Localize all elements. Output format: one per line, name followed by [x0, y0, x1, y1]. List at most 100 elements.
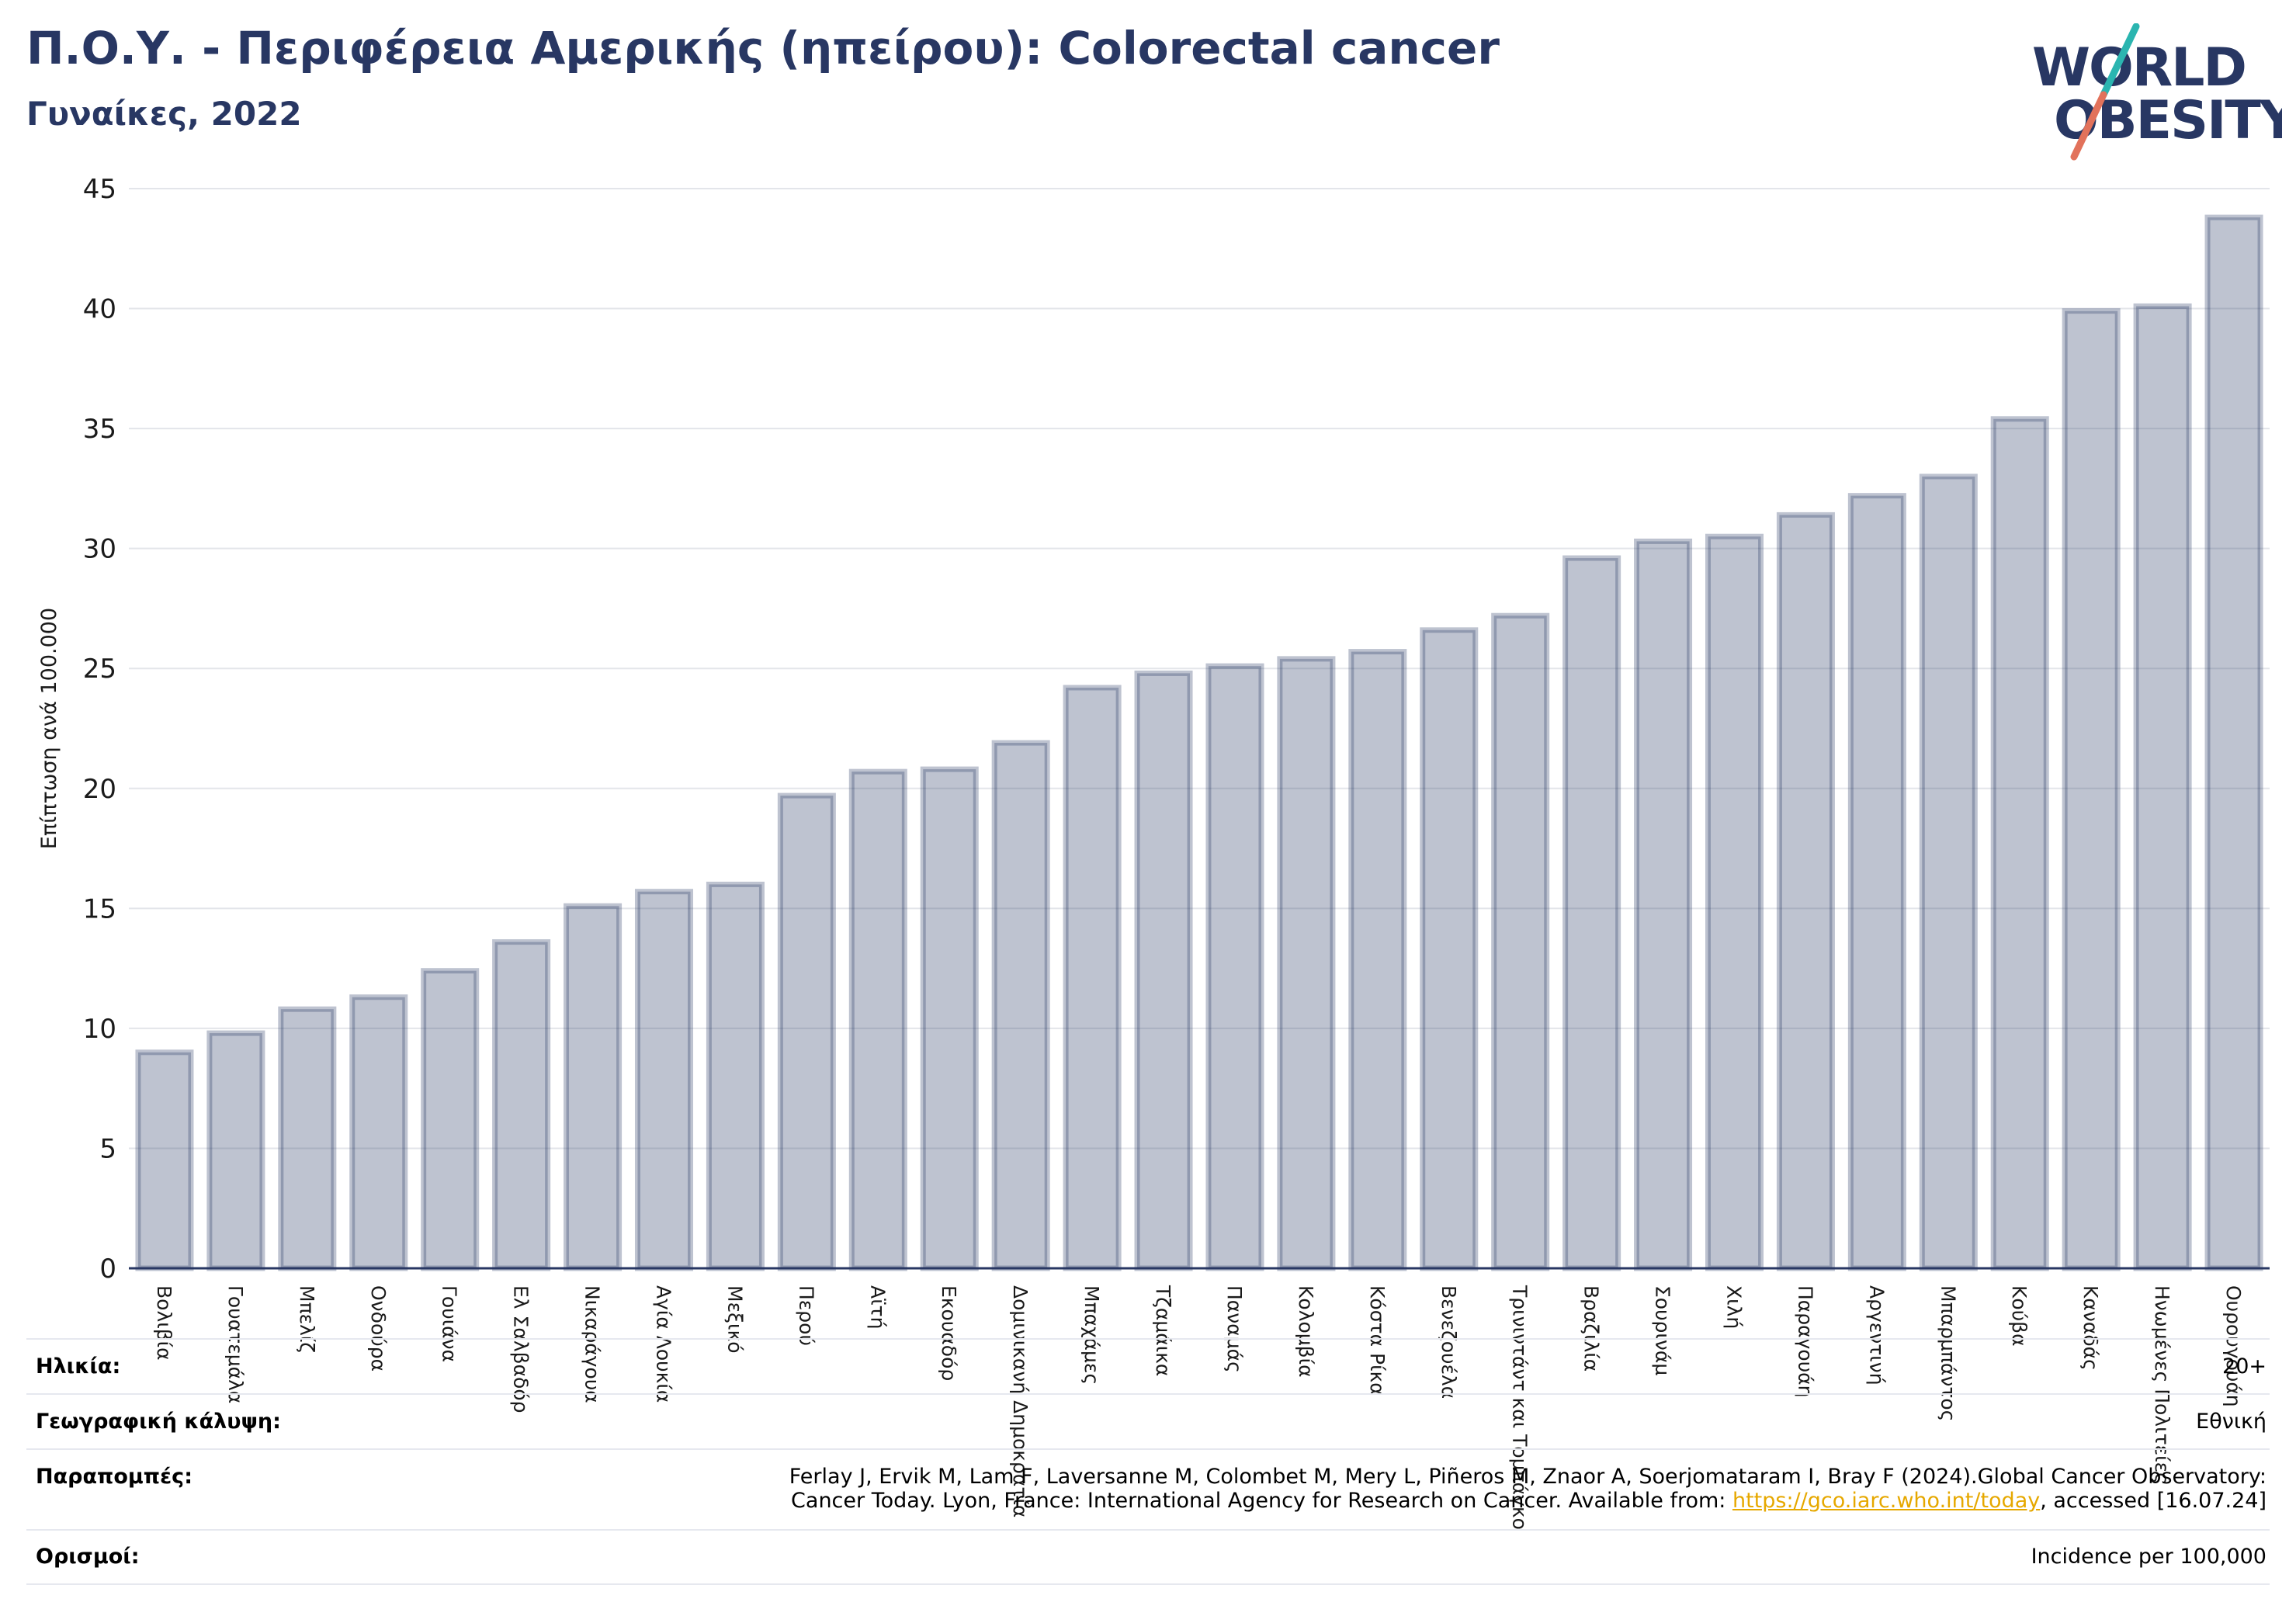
- bar: [135, 1049, 194, 1271]
- footer-divider: [26, 1448, 2270, 1450]
- bar: [777, 792, 836, 1271]
- x-tick-label: Γουιάνα: [439, 1285, 461, 1362]
- references-link[interactable]: https://gco.iarc.who.int/today: [1732, 1489, 2041, 1513]
- chart-title: Π.Ο.Υ. - Περιφέρεια Αμερικής (ηπείρου): …: [26, 22, 1500, 75]
- footer-divider: [26, 1393, 2270, 1395]
- y-tick-label: 20: [83, 774, 116, 805]
- coverage-value: Εθνική: [2196, 1410, 2267, 1434]
- bar: [1562, 555, 1621, 1271]
- footer-divider: [26, 1338, 2270, 1340]
- x-tick-label: Παραγουάη: [1794, 1285, 1816, 1398]
- references-text: Ferlay J, Ervik M, Lam F, Laversanne M, …: [789, 1465, 2267, 1513]
- x-tick-label: Βενεζουέλα: [1438, 1285, 1460, 1399]
- x-tick-label: Αγία Λουκία: [653, 1285, 675, 1403]
- bar: [1776, 512, 1835, 1271]
- references-accessed: , accessed [16.07.24]: [2040, 1489, 2267, 1513]
- x-tick-label: Αϊτή: [866, 1285, 889, 1329]
- bar: [1990, 416, 2049, 1271]
- coverage-label: Γεωγραφική κάλυψη:: [36, 1410, 281, 1434]
- x-tick-label: Νικαράγουα: [581, 1285, 604, 1403]
- bar: [206, 1030, 265, 1271]
- y-tick-label: 40: [83, 294, 116, 325]
- world-obesity-logo: WORLD OBESITY: [2032, 23, 2282, 161]
- x-tick-label: Μπαρμπάντος: [1937, 1285, 1959, 1421]
- x-tick-label: Χιλή: [1723, 1285, 1746, 1329]
- bar: [564, 903, 623, 1271]
- bar: [1634, 538, 1693, 1271]
- references-line-2: Cancer Today. Lyon, France: Internationa…: [789, 1489, 2267, 1513]
- bar: [2133, 303, 2192, 1271]
- x-tick-label: Κόστα Ρίκα: [1366, 1285, 1389, 1396]
- y-tick-label: 10: [83, 1014, 116, 1045]
- y-tick-label: 25: [83, 654, 116, 685]
- age-value: 20+: [2222, 1354, 2267, 1379]
- chart-subtitle: Γυναίκες, 2022: [26, 95, 302, 133]
- y-axis-label: Επίπτωση ανά 100.000: [37, 608, 61, 849]
- x-tick-label: Μπελίζ: [296, 1285, 318, 1353]
- bar: [1063, 685, 1122, 1271]
- definitions-value: Incidence per 100,000: [2031, 1545, 2267, 1569]
- x-tick-label: Τζαμάικα: [1152, 1285, 1174, 1376]
- x-tick-label: Ουρουγουάη: [2222, 1285, 2245, 1407]
- bar: [1491, 612, 1550, 1271]
- bar: [278, 1006, 337, 1271]
- bar: [2062, 308, 2121, 1271]
- x-tick-label: Δομινικανή Δημοκρατία: [1009, 1285, 1032, 1517]
- x-tick-label: Μπαχάμες: [1080, 1285, 1103, 1385]
- x-tick-label: Ελ Σαλβαδόρ: [510, 1285, 532, 1413]
- bar: [1277, 656, 1336, 1271]
- x-tick-label: Περού: [795, 1285, 817, 1346]
- references-line-1: Ferlay J, Ervik M, Lam F, Laversanne M, …: [789, 1465, 2267, 1489]
- x-tick-label: Ηνωμένες Πολιτείες: [2151, 1285, 2173, 1484]
- x-tick-label: Τρινιντάντ και Τομπάγκο: [1509, 1285, 1531, 1530]
- bar: [349, 994, 408, 1271]
- bar: [2204, 214, 2263, 1271]
- footer-definitions-row: Ορισμοί: Incidence per 100,000: [36, 1545, 2267, 1576]
- bar: [634, 889, 694, 1271]
- logo-slash-top: [2100, 23, 2140, 99]
- logo-slash-bottom: [2070, 91, 2107, 161]
- footer-references-row: Παραπομπές: Ferlay J, Ervik M, Lam F, La…: [36, 1465, 2267, 1527]
- x-tick-label: Γουατεμάλα: [224, 1285, 247, 1403]
- y-tick-label: 5: [99, 1133, 116, 1164]
- y-tick-label: 30: [83, 534, 116, 565]
- bar: [492, 939, 551, 1271]
- bar: [1134, 670, 1193, 1271]
- age-label: Ηλικία:: [36, 1354, 121, 1379]
- bar: [1420, 627, 1479, 1271]
- bar: [1205, 663, 1264, 1271]
- references-label: Παραπομπές:: [36, 1465, 192, 1489]
- bar: [920, 766, 979, 1271]
- bar: [706, 881, 765, 1271]
- footer-age-row: Ηλικία: 20+: [36, 1354, 2267, 1385]
- y-tick-label: 35: [83, 414, 116, 445]
- bar: [1919, 473, 1978, 1271]
- bar: [421, 968, 480, 1271]
- x-tick-label: Βραζιλία: [1580, 1285, 1603, 1372]
- bar: [1847, 493, 1906, 1271]
- x-tick-label: Μεξικό: [723, 1285, 746, 1354]
- references-line-2-text: Cancer Today. Lyon, France: Internationa…: [791, 1489, 1732, 1513]
- footer-coverage-row: Γεωγραφική κάλυψη: Εθνική: [36, 1410, 2267, 1441]
- x-tick-label: Βολιβία: [153, 1285, 175, 1361]
- bar: [991, 740, 1050, 1271]
- y-tick-label: 45: [83, 174, 116, 205]
- definitions-label: Ορισμοί:: [36, 1545, 140, 1569]
- bar: [1348, 649, 1407, 1271]
- x-tick-label: Κούβα: [2008, 1285, 2031, 1347]
- y-tick-label: 15: [83, 893, 116, 924]
- footer-divider: [26, 1529, 2270, 1531]
- y-tick-label: 0: [99, 1254, 116, 1285]
- x-tick-label: Αργεντινή: [1865, 1285, 1888, 1385]
- logo-text-world: WORLD: [2032, 37, 2246, 99]
- x-tick-label: Εκουαδόρ: [938, 1285, 960, 1381]
- bar: [1705, 533, 1764, 1271]
- footer-divider: [26, 1583, 2270, 1585]
- x-tick-label: Σουρινάμ: [1652, 1285, 1674, 1375]
- bar: [848, 768, 907, 1271]
- x-tick-label: Καναδάς: [2079, 1285, 2102, 1371]
- x-tick-label: Ονδούρα: [367, 1285, 390, 1372]
- x-tick-label: Κολομβία: [1295, 1285, 1317, 1378]
- x-tick-label: Παναμάς: [1223, 1285, 1246, 1373]
